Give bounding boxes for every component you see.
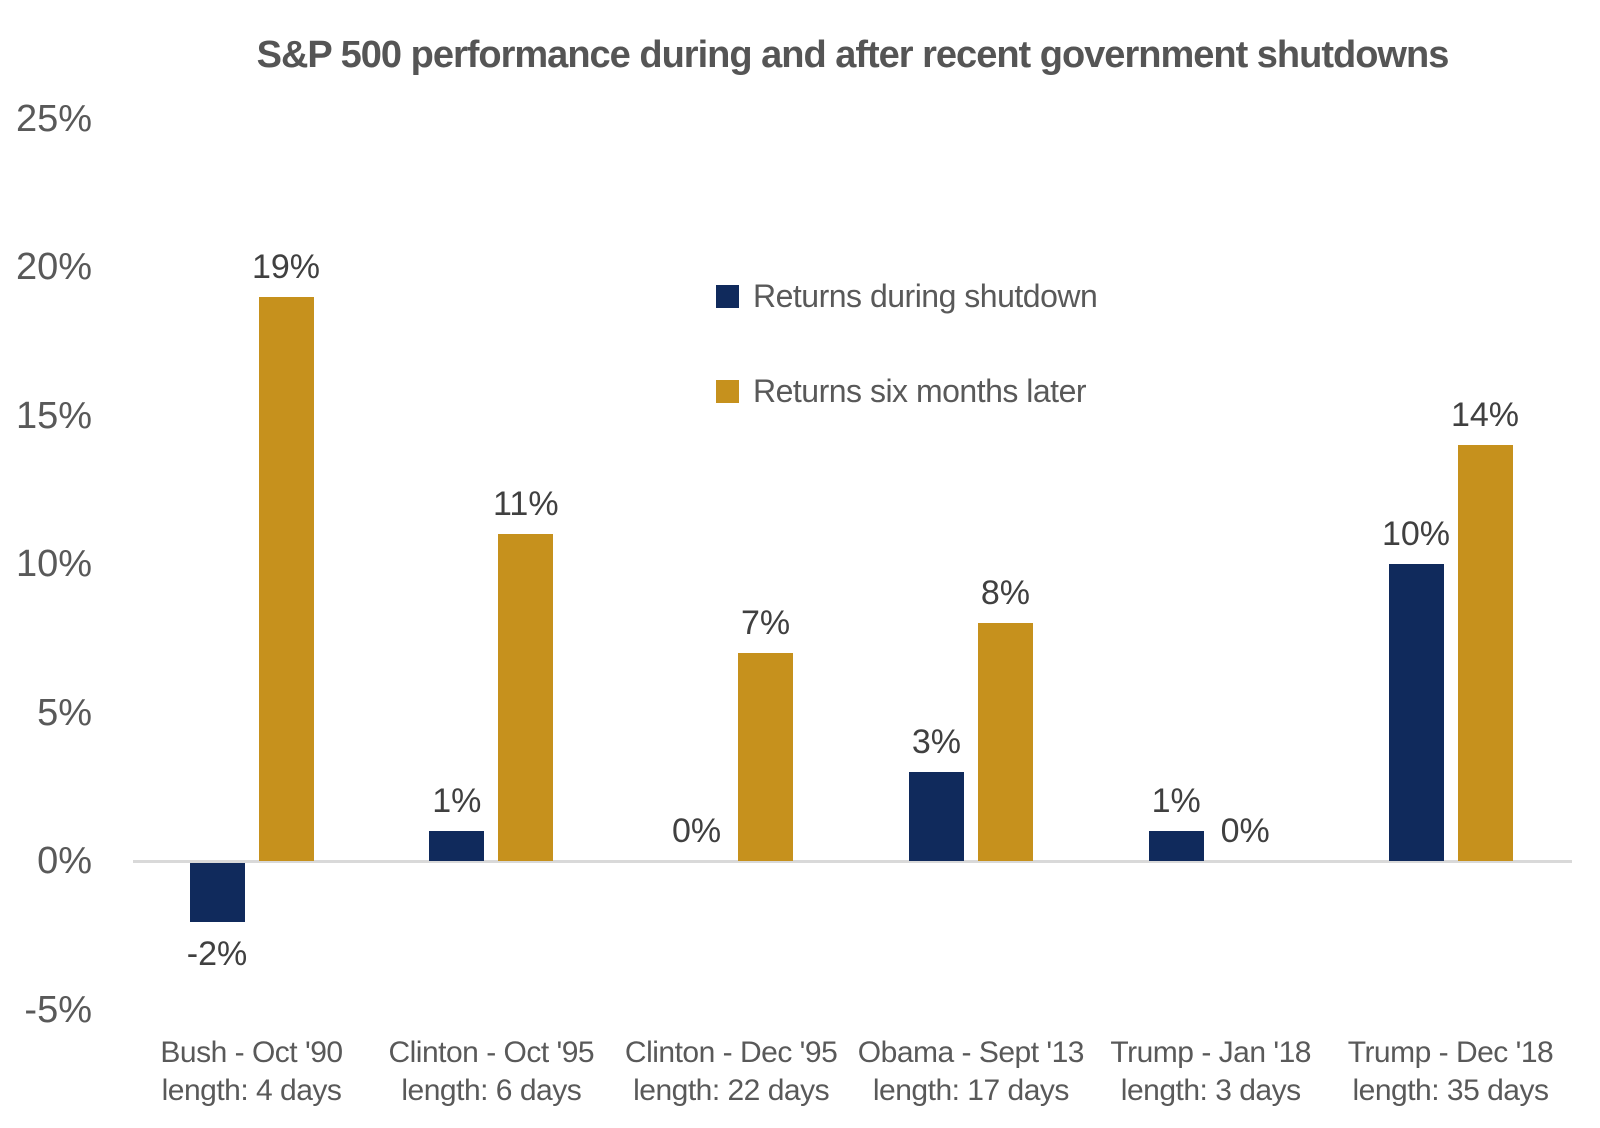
category-title: Clinton - Oct '95	[388, 1036, 595, 1069]
bar-value-label: -2%	[186, 935, 248, 974]
category-title: Clinton - Dec '95	[624, 1036, 838, 1069]
category-label-obama-sept-13: Obama - Sept '13 length: 17 days	[811, 1034, 1131, 1110]
legend-entry-returns-six-months-later: Returns six months later	[716, 373, 1087, 410]
y-tick-label: 15%	[15, 394, 92, 437]
bar-returns-during-shutdown	[1148, 831, 1204, 861]
y-tick-label: 25%	[15, 97, 92, 140]
category-title: Obama - Sept '13	[857, 1036, 1085, 1069]
legend-swatch-icon	[716, 285, 739, 308]
bar-value-label: 7%	[741, 604, 791, 643]
bar-value-label: 11%	[493, 485, 559, 524]
bar-returns-six-months-later	[498, 534, 554, 861]
category-label-clinton-oct-95: Clinton - Oct '95 length: 6 days	[331, 1034, 651, 1110]
bar-value-label: 0%	[672, 812, 722, 850]
bar-value-label: 19%	[251, 247, 321, 286]
bar-returns-during-shutdown	[908, 771, 964, 861]
bar-returns-six-months-later	[258, 296, 314, 861]
category-length: length: 22 days	[633, 1074, 830, 1107]
bar-value-label: 1%	[1151, 782, 1201, 821]
y-tick-label: 20%	[15, 246, 92, 288]
category-title: Trump - Dec '18	[1347, 1036, 1554, 1069]
bar-returns-six-months-later	[1457, 445, 1513, 861]
bar-value-label: 1%	[432, 782, 482, 821]
category-title: Bush - Oct '90	[160, 1036, 343, 1069]
bar-value-label: 10%	[1381, 515, 1451, 553]
y-tick-label: -5%	[24, 988, 92, 1031]
bar-value-label: 3%	[911, 722, 961, 761]
category-label-trump-jan-18: Trump - Jan '18 length: 3 days	[1051, 1034, 1371, 1110]
x-axis-line	[133, 860, 1572, 863]
category-length: length: 17 days	[872, 1074, 1069, 1107]
y-tick-label: 0%	[37, 840, 92, 882]
chart-title: S&P 500 performance during and after rec…	[256, 34, 1450, 76]
legend-swatch-icon	[716, 380, 739, 403]
category-label-trump-dec-18: Trump - Dec '18 length: 35 days	[1291, 1034, 1600, 1110]
category-length: length: 6 days	[401, 1074, 582, 1107]
y-tick-label: 5%	[37, 691, 92, 734]
bar-returns-during-shutdown	[429, 831, 485, 861]
bar-value-label: 8%	[980, 574, 1030, 613]
bar-returns-during-shutdown	[1388, 564, 1444, 861]
category-length: length: 3 days	[1120, 1074, 1301, 1107]
bar-value-label: 14%	[1450, 396, 1520, 435]
category-label-bush-oct-90: Bush - Oct '90 length: 4 days	[92, 1034, 412, 1110]
bar-returns-six-months-later	[977, 623, 1033, 861]
category-length: length: 35 days	[1352, 1074, 1549, 1107]
category-title: Trump - Jan '18	[1110, 1036, 1311, 1069]
category-length: length: 4 days	[161, 1074, 342, 1107]
y-tick-label: 10%	[15, 543, 92, 585]
bar-returns-during-shutdown	[189, 863, 245, 923]
category-label-clinton-dec-95: Clinton - Dec '95 length: 22 days	[571, 1034, 891, 1110]
legend-label: Returns during shutdown	[753, 278, 1098, 314]
bar-returns-six-months-later	[738, 653, 794, 861]
legend-entry-returns-during-shutdown: Returns during shutdown	[716, 278, 1098, 315]
legend-label: Returns six months later	[753, 373, 1087, 409]
bar-value-label: 0%	[1220, 812, 1270, 850]
